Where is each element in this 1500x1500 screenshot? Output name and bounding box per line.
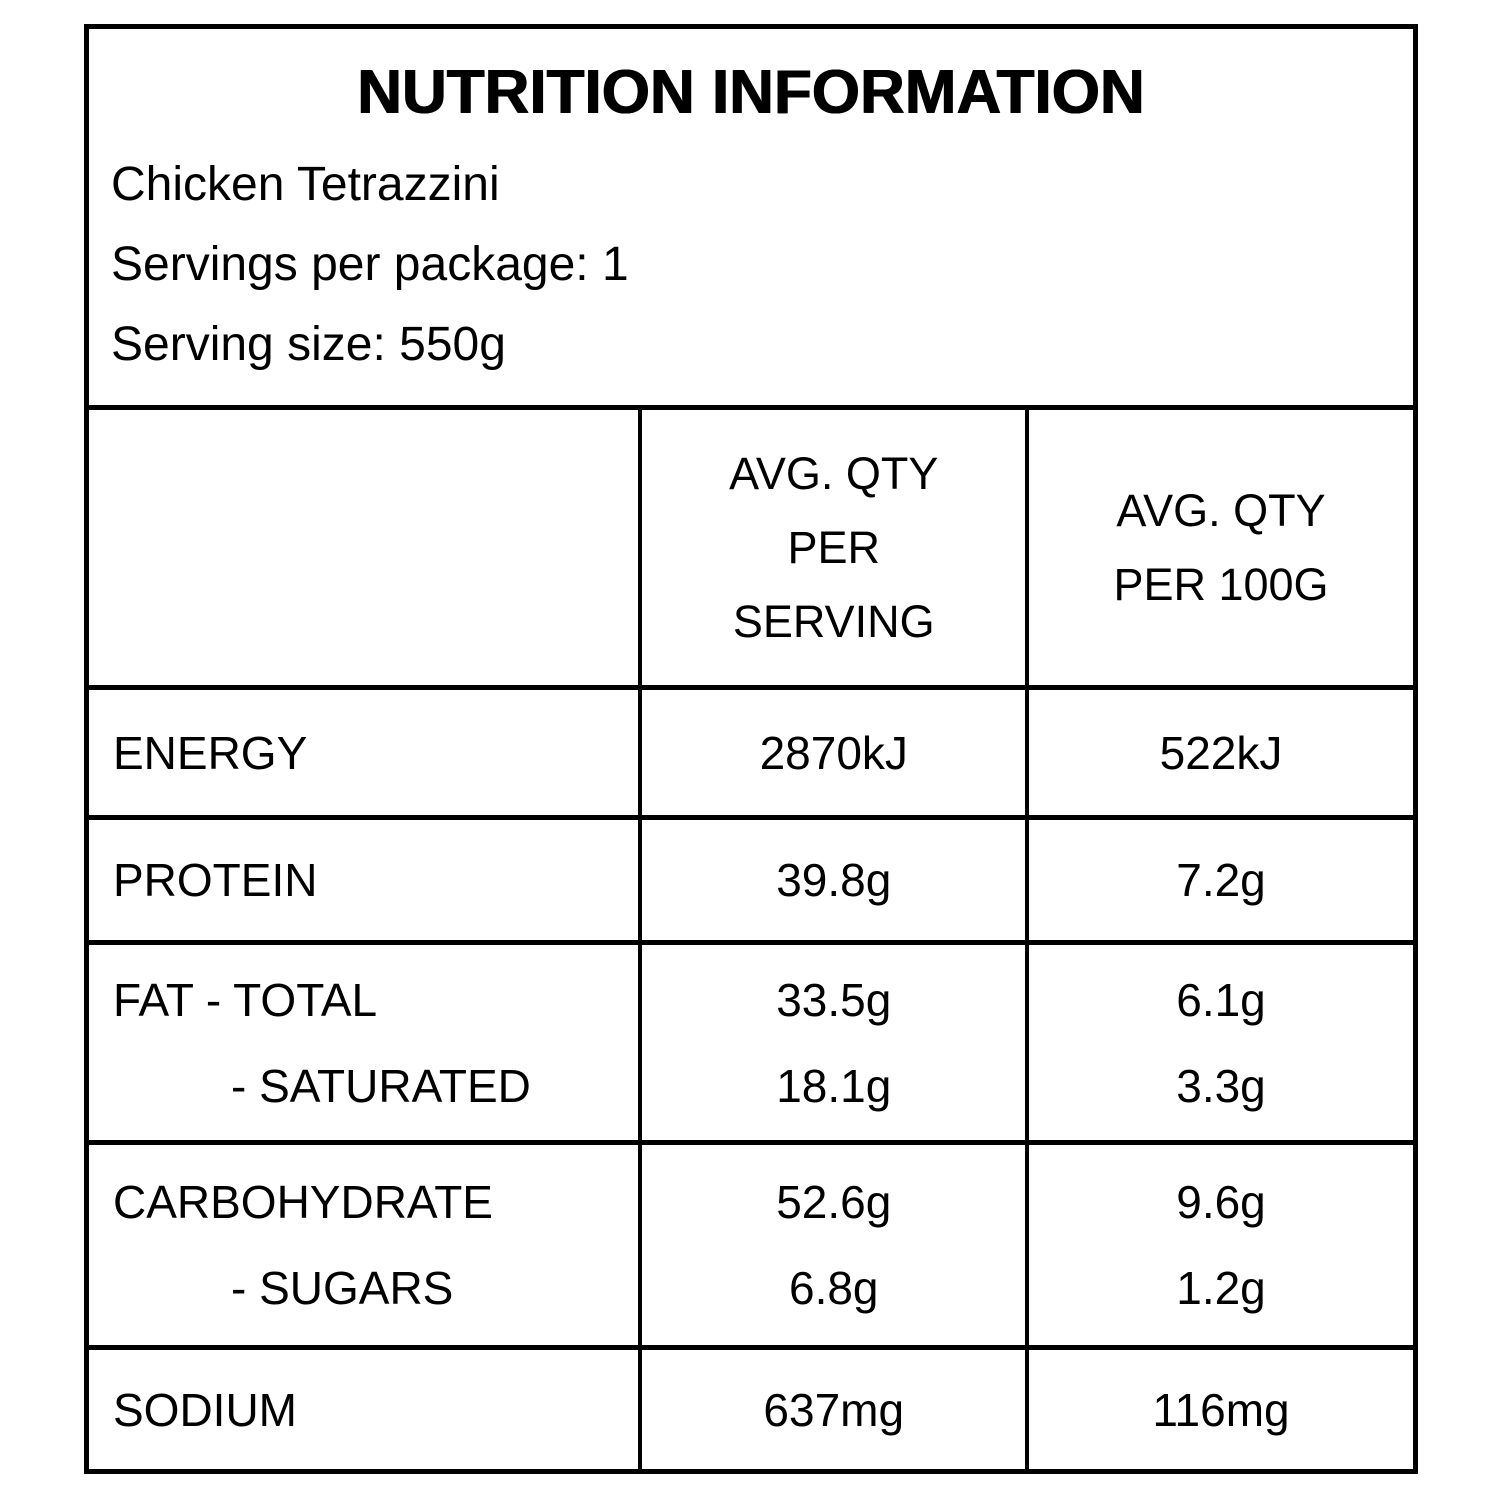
header-per-100g-line: PER 100G <box>1113 558 1329 610</box>
nutrition-label: NUTRITION INFORMATION Chicken Tetrazzini… <box>84 24 1418 1474</box>
table-row-fat: FAT - TOTAL - SATURATED 33.5g 18.1g 6.1g… <box>89 940 1413 1140</box>
product-name: Chicken Tetrazzini <box>111 158 500 211</box>
per-serving-sub-value: 18.1g <box>776 1059 892 1112</box>
nutrient-label: PROTEIN <box>113 854 318 906</box>
serving-size: Serving size: 550g <box>111 318 506 371</box>
nutrient-cell: PROTEIN <box>89 820 638 940</box>
table-row-protein: PROTEIN 39.8g 7.2g <box>89 815 1413 940</box>
per-100g-value: 116mg <box>1152 1383 1290 1436</box>
nutrient-cell: ENERGY <box>89 690 638 815</box>
nutrient-cell: FAT - TOTAL - SATURATED <box>89 945 638 1140</box>
header-per-serving-line: SERVING <box>732 595 935 647</box>
per-100g-cell: 6.1g 3.3g <box>1025 945 1413 1140</box>
table-header-row: AVG. QTY PER SERVING AVG. QTY PER 100G <box>89 405 1413 685</box>
per-100g-cell: 522kJ <box>1025 690 1413 815</box>
per-serving-cell: 2870kJ <box>638 690 1025 815</box>
per-serving-value: 33.5g <box>776 973 892 1026</box>
table-row-sodium: SODIUM 637mg 116mg <box>89 1345 1413 1469</box>
servings-per-package: Servings per package: 1 <box>111 238 629 291</box>
per-serving-cell: 33.5g 18.1g <box>638 945 1025 1140</box>
nutrient-cell: CARBOHYDRATE - SUGARS <box>89 1145 638 1345</box>
label-title: NUTRITION INFORMATION <box>357 58 1145 127</box>
header-per-serving-line: PER <box>787 521 881 573</box>
table-row-carbohydrate: CARBOHYDRATE - SUGARS 52.6g 6.8g 9.6g 1.… <box>89 1140 1413 1345</box>
nutrient-sub-label: - SUGARS <box>231 1262 454 1314</box>
per-100g-cell: 116mg <box>1025 1350 1413 1469</box>
per-100g-value: 522kJ <box>1159 726 1283 779</box>
nutrient-cell: SODIUM <box>89 1350 638 1469</box>
header-per-100g-line: AVG. QTY <box>1116 484 1326 536</box>
per-serving-cell: 52.6g 6.8g <box>638 1145 1025 1345</box>
header-cell-per-serving: AVG. QTY PER SERVING <box>638 410 1025 685</box>
per-serving-cell: 39.8g <box>638 820 1025 940</box>
per-100g-sub-value: 1.2g <box>1176 1262 1266 1314</box>
label-header: NUTRITION INFORMATION Chicken Tetrazzini… <box>89 29 1413 405</box>
per-serving-value: 637mg <box>763 1383 905 1436</box>
header-per-serving-line: AVG. QTY <box>729 447 939 499</box>
nutrient-label: ENERGY <box>113 726 308 779</box>
per-100g-sub-value: 3.3g <box>1176 1059 1266 1112</box>
nutrient-label: SODIUM <box>113 1383 297 1436</box>
nutrient-label: CARBOHYDRATE <box>113 1176 493 1228</box>
per-serving-sub-value: 6.8g <box>788 1262 879 1314</box>
table-row-energy: ENERGY 2870kJ 522kJ <box>89 685 1413 815</box>
per-serving-value: 2870kJ <box>759 726 908 779</box>
per-serving-value: 52.6g <box>776 1176 892 1228</box>
nutrient-label: FAT - TOTAL <box>113 973 378 1026</box>
nutrient-sub-label: - SATURATED <box>231 1059 531 1112</box>
header-cell-nutrient <box>89 410 638 685</box>
header-cell-per-100g: AVG. QTY PER 100G <box>1025 410 1413 685</box>
per-100g-cell: 7.2g <box>1025 820 1413 940</box>
per-100g-value: 6.1g <box>1176 973 1266 1026</box>
per-serving-value: 39.8g <box>776 854 892 906</box>
per-100g-value: 9.6g <box>1176 1176 1266 1228</box>
per-100g-cell: 9.6g 1.2g <box>1025 1145 1413 1345</box>
per-100g-value: 7.2g <box>1176 854 1266 906</box>
per-serving-cell: 637mg <box>638 1350 1025 1469</box>
